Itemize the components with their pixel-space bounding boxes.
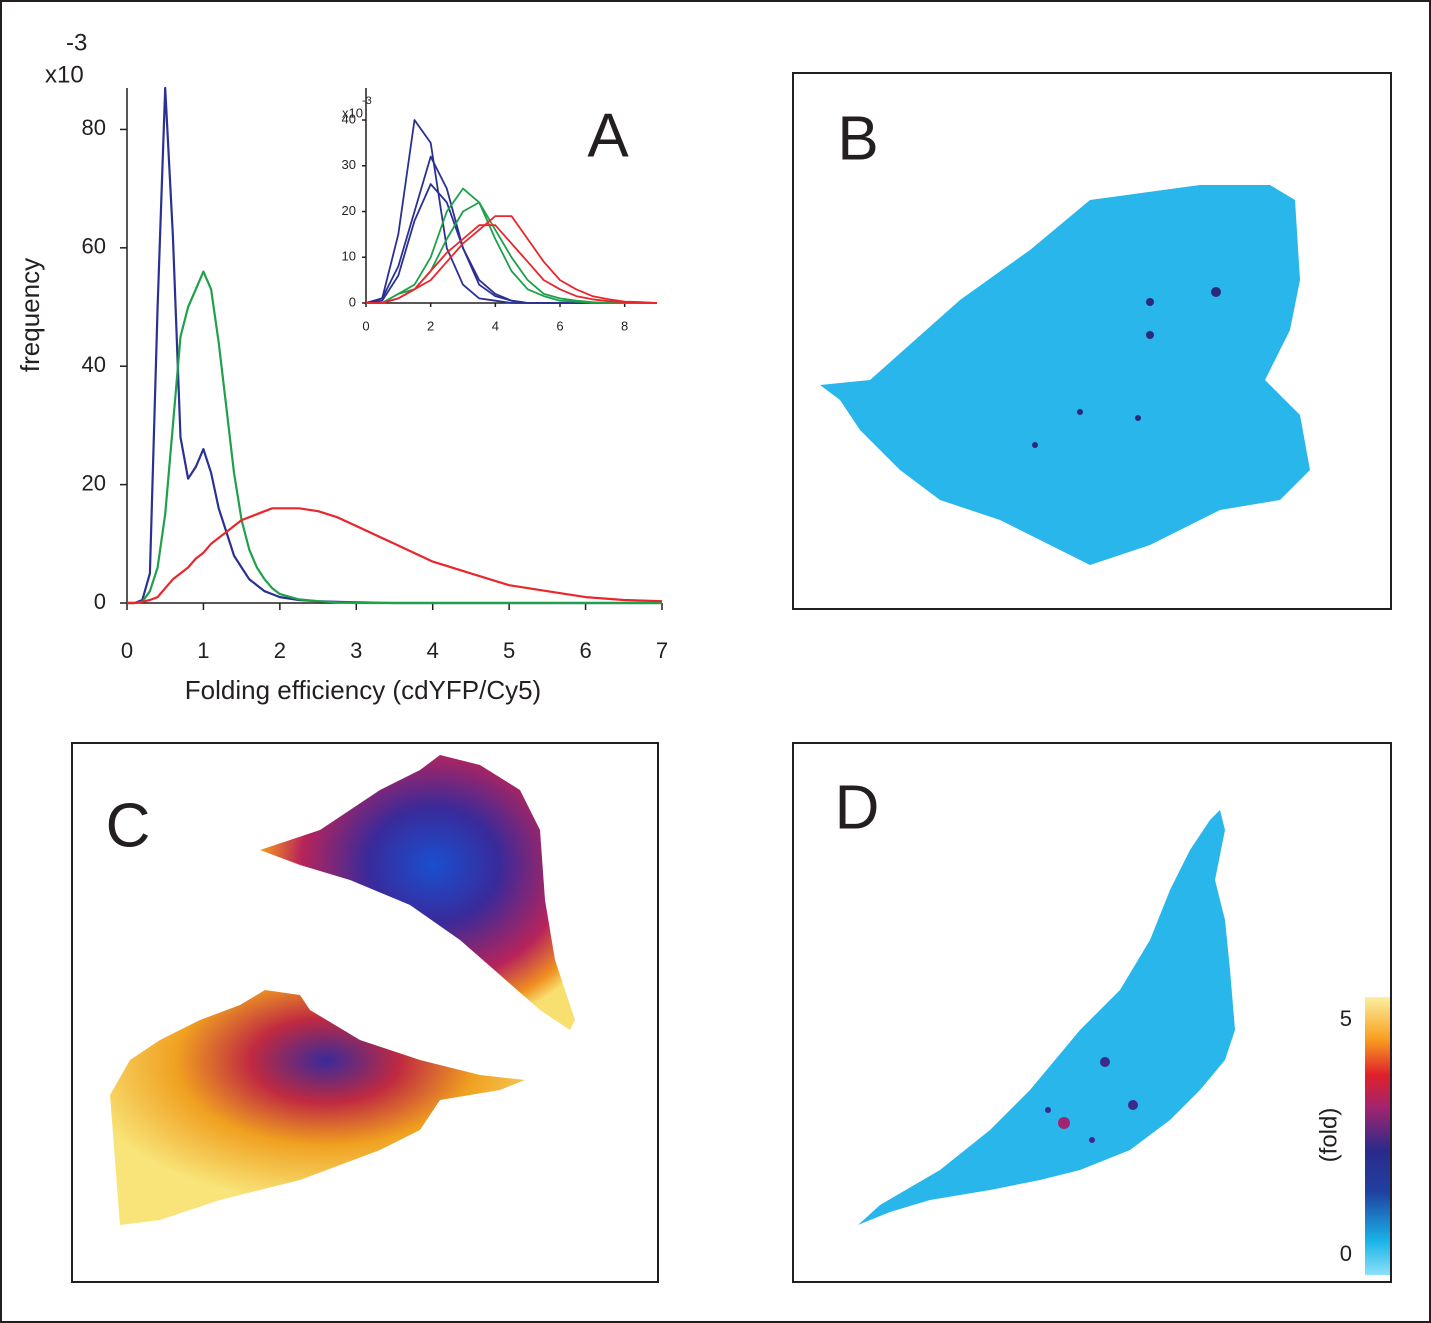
panel-frame bbox=[792, 72, 1392, 610]
panel-frame bbox=[71, 742, 659, 1283]
x-tick-label: 6 bbox=[556, 318, 563, 333]
y-tick-label: 0 bbox=[349, 294, 356, 309]
y-tick-label: 40 bbox=[82, 352, 106, 377]
colorbar-label: (fold) bbox=[1315, 1108, 1342, 1163]
data-line bbox=[366, 187, 657, 304]
y-tick-label: 10 bbox=[342, 249, 356, 264]
y-tick-label: 30 bbox=[342, 157, 356, 172]
y-scale-exponent: -3 bbox=[66, 29, 87, 56]
y-scale-exponent: -3 bbox=[362, 95, 372, 107]
panel-label: D bbox=[835, 773, 880, 842]
x-tick-label: 3 bbox=[350, 638, 362, 663]
x-tick-label: 5 bbox=[503, 638, 515, 663]
x-tick-label: 8 bbox=[621, 318, 628, 333]
data-line bbox=[127, 270, 662, 605]
y-tick-label: 40 bbox=[342, 111, 356, 126]
x-axis-label: Folding efficiency (cdYFP/Cy5) bbox=[185, 675, 541, 705]
y-scale: x10 bbox=[45, 61, 84, 88]
data-line bbox=[365, 155, 657, 304]
puncta bbox=[1045, 1057, 1138, 1143]
x-tick-label: 0 bbox=[362, 318, 369, 333]
puncta bbox=[1032, 287, 1221, 448]
panel-label: C bbox=[106, 791, 151, 860]
cell-image bbox=[260, 755, 575, 1030]
y-tick-label: 80 bbox=[82, 115, 106, 140]
y-tick-label: 60 bbox=[82, 234, 106, 259]
y-tick-label: 20 bbox=[342, 203, 356, 218]
data-line bbox=[127, 507, 663, 605]
panel-label: B bbox=[837, 104, 878, 173]
x-tick-label: 4 bbox=[427, 638, 439, 663]
x-tick-label: 2 bbox=[427, 318, 434, 333]
panel-frame bbox=[792, 742, 1392, 1283]
cell-image bbox=[858, 810, 1235, 1225]
y-tick-label: 20 bbox=[82, 470, 106, 495]
panel-label: A bbox=[587, 101, 629, 170]
x-tick-label: 6 bbox=[579, 638, 591, 663]
colorbar-tick-label: 5 bbox=[1340, 1006, 1352, 1031]
y-tick-label: 0 bbox=[94, 589, 106, 614]
cell-image bbox=[820, 185, 1310, 565]
x-tick-label: 0 bbox=[121, 638, 133, 663]
y-axis-label: frequency bbox=[15, 258, 45, 372]
x-tick-label: 4 bbox=[492, 318, 499, 333]
cell-image bbox=[110, 990, 525, 1225]
x-tick-label: 2 bbox=[274, 638, 286, 663]
data-line bbox=[366, 224, 658, 304]
colorbar bbox=[1365, 997, 1390, 1275]
x-tick-label: 7 bbox=[656, 638, 668, 663]
colorbar-tick-label: 0 bbox=[1340, 1241, 1352, 1266]
x-tick-label: 1 bbox=[197, 638, 209, 663]
data-line bbox=[127, 86, 662, 605]
y-scale: x10 bbox=[342, 105, 363, 120]
